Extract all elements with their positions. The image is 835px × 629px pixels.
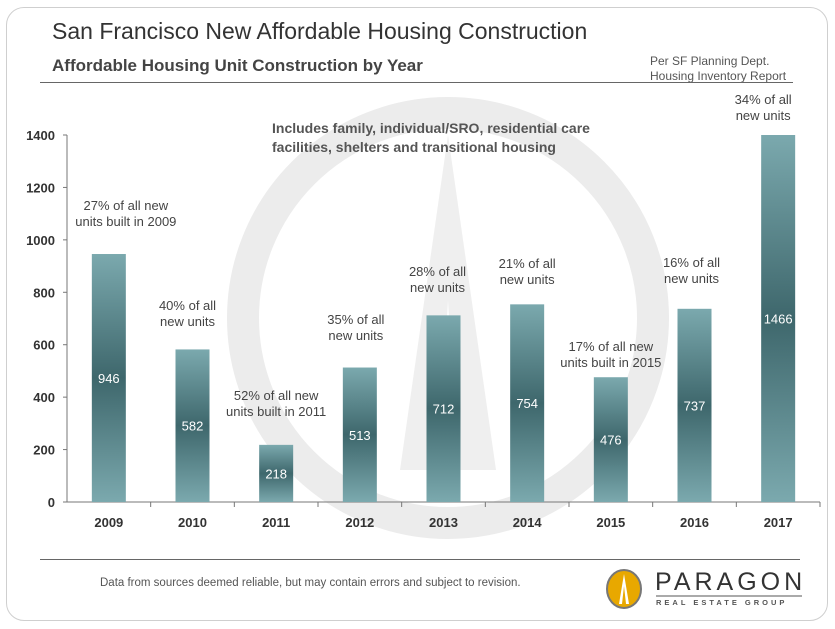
x-tick-label: 2016 [680,515,709,530]
bar-annotation: units built in 2009 [75,214,176,229]
y-tick-label: 400 [33,390,55,405]
bar-annotation: 17% of all new [569,339,654,354]
x-tick-label: 2012 [345,515,374,530]
y-tick-label: 1000 [26,233,55,248]
source-note: Per SF Planning Dept. Housing Inventory … [650,54,786,84]
watermark-logo [227,97,669,539]
bar-annotation: new units [410,280,465,295]
bar-annotation: units built in 2011 [226,404,326,419]
chart-note: Includes family, individual/SRO, residen… [272,119,590,157]
bar-2014 [510,304,545,502]
bar-2013 [426,315,461,502]
x-tick-label: 2011 [262,515,290,530]
chart-title: San Francisco New Affordable Housing Con… [52,18,588,44]
bar-annotation: 27% of all new [84,198,169,213]
bar-annotation: new units [736,108,791,123]
bar-annotation: new units [328,328,383,343]
x-tick-label: 2009 [94,515,123,530]
bar-value-label: 582 [182,419,204,434]
bar-2009 [91,254,126,502]
y-tick-label: 0 [48,495,55,510]
bar-2015 [593,377,628,502]
x-tick-label: 2010 [178,515,207,530]
bar-value-label: 712 [433,402,455,417]
bar-annotation: 40% of all [159,298,216,313]
bar-2012 [342,367,377,502]
brand-name: PARAGON [655,568,807,596]
bar-value-label: 476 [600,433,622,448]
bar-2010 [175,349,210,502]
chart-subtitle: Affordable Housing Unit Construction by … [52,56,423,75]
bar-annotation: units built in 2015 [560,355,661,370]
bar-2016 [677,308,712,502]
footer-divider [40,559,800,560]
x-tick-label: 2017 [764,515,793,530]
bar-annotation: 16% of all [663,255,720,270]
frame-border [6,7,828,621]
bar-annotation: 35% of all [327,312,384,327]
source-line-1: Per SF Planning Dept. [650,54,770,68]
note-line-2: facilities, shelters and transitional ho… [272,139,556,155]
brand-divider [656,595,802,597]
bar-annotation: 52% of all new [234,388,319,403]
disclaimer: Data from sources deemed reliable, but m… [100,577,521,589]
bar-value-label: 513 [349,428,371,443]
brand-subtitle: REAL ESTATE GROUP [656,598,788,607]
y-tick-label: 1400 [26,128,55,143]
bar-annotation: 21% of all [499,256,556,271]
bar-annotation: new units [500,272,555,287]
y-tick-label: 800 [33,285,55,300]
bar-2011 [259,444,294,502]
header-divider [40,82,793,83]
bar-value-label: 946 [98,371,120,386]
paragon-logo-icon [606,569,642,609]
y-tick-label: 200 [33,443,55,458]
bar-value-label: 218 [265,466,287,481]
note-line-1: Includes family, individual/SRO, residen… [272,120,590,136]
bar-2017 [761,135,796,502]
bar-value-label: 1466 [764,312,793,327]
bar-annotation: 28% of all [409,264,466,279]
bar-annotation: 34% of all [735,92,792,107]
source-line-2: Housing Inventory Report [650,69,787,83]
x-tick-label: 2014 [513,515,543,530]
x-tick-label: 2013 [429,515,458,530]
bar-annotation: new units [160,314,215,329]
y-tick-label: 600 [33,338,55,353]
y-tick-label: 1200 [26,180,55,195]
bar-value-label: 737 [684,398,706,413]
x-tick-label: 2015 [596,515,625,530]
bar-annotation: new units [664,271,719,286]
bar-value-label: 754 [516,396,538,411]
